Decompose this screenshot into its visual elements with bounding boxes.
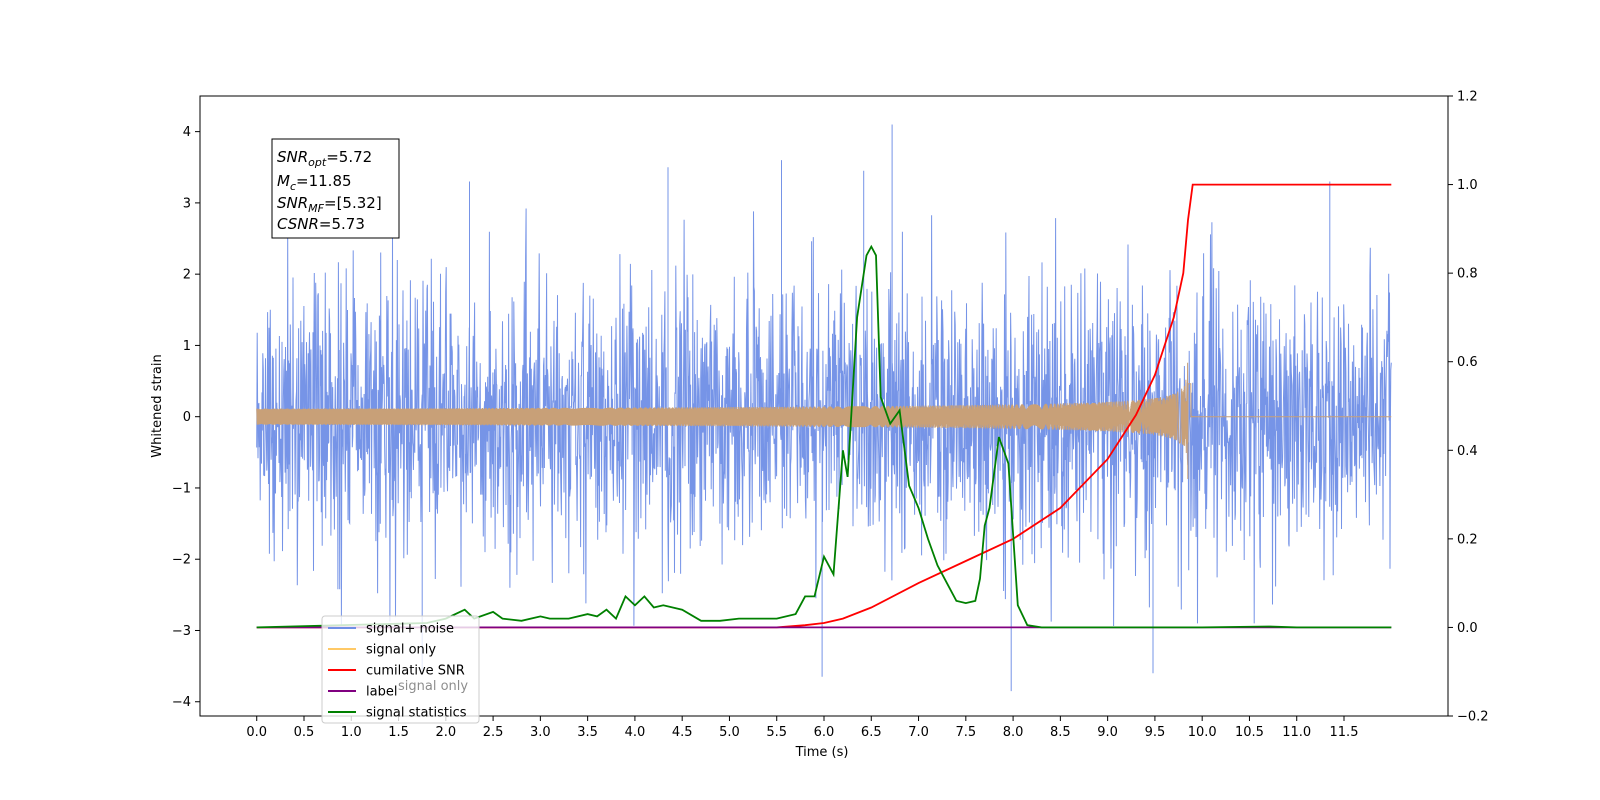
- y-tick-label: 0: [183, 410, 191, 425]
- legend-entry: signal only: [328, 643, 436, 658]
- x-tick-label: 3.5: [577, 725, 598, 740]
- legend-label: label: [366, 685, 397, 700]
- legend-entry: label: [328, 685, 397, 700]
- legend-entry: cumilative SNR: [328, 664, 465, 679]
- y2-tick-label: −0.2: [1457, 710, 1489, 725]
- x-tick-label: 3.0: [530, 725, 551, 740]
- y2-tick-label: 0.4: [1457, 444, 1478, 459]
- x-tick-label: 6.0: [814, 725, 835, 740]
- legend-label: signal only: [366, 643, 436, 658]
- x-tick-label: 11.5: [1330, 725, 1359, 740]
- x-tick-label: 5.5: [766, 725, 787, 740]
- x-tick-label: 10.5: [1235, 725, 1264, 740]
- annotation-snr-mf: SNRMF=[5.32]: [277, 194, 382, 215]
- series-signal-statistics-line: [256, 244, 1392, 629]
- x-tick-label: 4.5: [672, 725, 693, 740]
- y-tick-label: −2: [172, 553, 191, 568]
- x-tick-label: 8.0: [1003, 725, 1024, 740]
- x-tick-label: 9.0: [1097, 725, 1118, 740]
- y-tick-label: −3: [172, 624, 191, 639]
- x-tick-label: 5.0: [719, 725, 740, 740]
- series-signal-only-line: [256, 362, 1392, 479]
- y2-tick-label: 0.0: [1457, 621, 1478, 636]
- y-tick-label: 3: [183, 196, 191, 211]
- legend-entry: signal+ noise: [328, 622, 454, 637]
- x-tick-label: 2.5: [483, 725, 504, 740]
- annotation-box: SNRopt=5.72 Mc=11.85 SNRMF=[5.32] CSNR=5…: [271, 138, 400, 239]
- y2-tick-label: 1.0: [1457, 178, 1478, 193]
- legend-box: [321, 615, 480, 724]
- y2-tick-label: 1.2: [1457, 90, 1478, 105]
- annotation-csnr: CSNR=5.73: [277, 215, 365, 233]
- legend-label: signal statistics: [366, 706, 467, 721]
- legend-entry: signal statistics: [328, 706, 467, 721]
- x-tick-label: 2.0: [435, 725, 456, 740]
- annotation-mc: Mc=11.85: [277, 172, 352, 193]
- y-tick-label: −4: [172, 695, 191, 710]
- y-tick-label: 2: [183, 268, 191, 283]
- legend-hidden-text: signal only: [398, 679, 468, 694]
- plot-area: [256, 124, 1392, 692]
- legend-label: cumilative SNR: [366, 664, 465, 679]
- x-tick-label: 0.0: [246, 725, 267, 740]
- x-axis: 0.0 0.5 1.0 1.5 2.0 2.5 3.0 3.5 4.0 4.5 5.0 5.5 6.0 6…: [246, 716, 1358, 740]
- y2-tick-label: 0.6: [1457, 355, 1478, 370]
- y-axis-label: Whitened strain: [150, 354, 165, 457]
- x-tick-label: 10.0: [1188, 725, 1217, 740]
- x-tick-label: 7.0: [908, 725, 929, 740]
- y-axis-left: 4 3 2 1 0 −1 −2 −3 −4: [172, 125, 200, 710]
- annotation-snr-opt: SNRopt=5.72: [277, 148, 372, 169]
- y-tick-label: 1: [183, 339, 191, 354]
- x-tick-label: 6.5: [861, 725, 882, 740]
- x-tick-label: 11.0: [1282, 725, 1311, 740]
- series-cumilative-snr-line: [256, 183, 1392, 629]
- x-tick-label: 1.5: [388, 725, 409, 740]
- legend-label: signal+ noise: [366, 622, 454, 637]
- y-tick-label: 4: [183, 125, 191, 140]
- x-tick-label: 4.0: [625, 725, 646, 740]
- y2-tick-label: 0.8: [1457, 267, 1478, 282]
- x-tick-label: 8.5: [1050, 725, 1071, 740]
- x-tick-label: 1.0: [341, 725, 362, 740]
- y2-tick-label: 0.2: [1457, 532, 1478, 547]
- x-tick-label: 9.5: [1145, 725, 1166, 740]
- x-tick-label: 0.5: [294, 725, 315, 740]
- x-axis-label: Time (s): [795, 745, 849, 760]
- y-axis-right: 1.2 1.0 0.8 0.6 0.4 0.2 0.0 −0.2: [1448, 90, 1489, 725]
- y-tick-label: −1: [172, 481, 191, 496]
- x-tick-label: 7.5: [955, 725, 976, 740]
